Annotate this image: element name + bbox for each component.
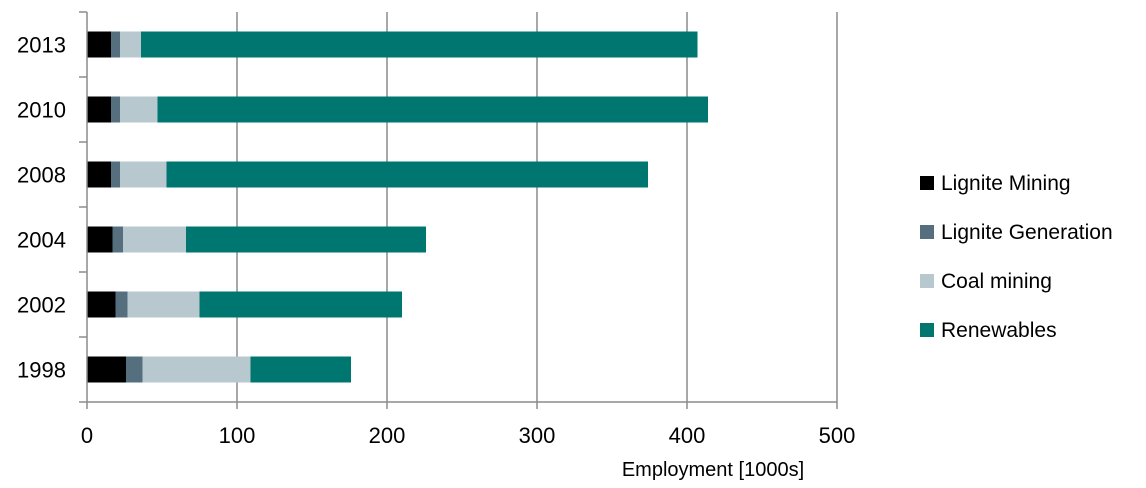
gridlines: [236, 12, 838, 402]
legend-swatch-lignite-mining: [920, 176, 934, 190]
x-axis-title: Employment [1000s]: [622, 459, 804, 481]
bar-2010-lignite-generation: [111, 96, 120, 123]
legend-swatch-renewables: [920, 323, 934, 337]
axes: [79, 11, 838, 409]
bar-1998-coal-mining: [142, 356, 251, 383]
bars: [87, 31, 708, 383]
bar-2004-coal-mining: [123, 226, 186, 253]
legend-label-coal-mining: Coal mining: [941, 270, 1052, 293]
bar-2002-coal-mining: [127, 291, 200, 318]
bar-2013-coal-mining: [120, 31, 141, 58]
y-tick-label-2013: 2013: [17, 33, 66, 58]
y-tick-label-2004: 2004: [17, 228, 66, 253]
legend: Lignite Mining Lignite Generation Coal min…: [920, 172, 1113, 342]
bar-2004-renewables: [186, 226, 426, 253]
bar-2010-coal-mining: [120, 96, 158, 123]
legend-label-lignite-generation: Lignite Generation: [941, 221, 1113, 244]
y-tick-label-2010: 2010: [17, 98, 66, 123]
x-tick-label-200: 200: [369, 423, 406, 448]
bar-2008-coal-mining: [120, 161, 167, 188]
bar-2004-lignite-generation: [112, 226, 123, 253]
bar-2008-lignite-generation: [111, 161, 120, 188]
bar-2010-renewables: [157, 96, 708, 123]
legend-label-renewables: Renewables: [941, 319, 1057, 342]
x-tick-labels: 0 100 200 300 400 500: [81, 423, 855, 448]
y-tick-label-2008: 2008: [17, 163, 66, 188]
x-tick-label-400: 400: [669, 423, 706, 448]
bar-2004-lignite-mining: [87, 226, 113, 253]
x-tick-label-500: 500: [819, 423, 856, 448]
x-tick-label-300: 300: [519, 423, 556, 448]
bar-1998-lignite-mining: [87, 356, 126, 383]
y-tick-labels: 2013 2010 2008 2004 2002 1998: [17, 33, 66, 383]
bar-1998-renewables: [250, 356, 351, 383]
bar-2008-lignite-mining: [87, 161, 111, 188]
bar-2013-renewables: [141, 31, 698, 58]
x-tick-label-0: 0: [81, 423, 93, 448]
y-tick-label-2002: 2002: [17, 293, 66, 318]
bar-2002-lignite-generation: [115, 291, 128, 318]
bar-2008-renewables: [166, 161, 648, 188]
bar-2010-lignite-mining: [87, 96, 111, 123]
bar-2013-lignite-mining: [87, 31, 111, 58]
bar-1998-lignite-generation: [126, 356, 143, 383]
bar-2002-lignite-mining: [87, 291, 116, 318]
x-tick-label-100: 100: [219, 423, 256, 448]
bar-2013-lignite-generation: [111, 31, 120, 58]
bar-2002-renewables: [199, 291, 402, 318]
y-tick-label-1998: 1998: [17, 358, 66, 383]
legend-label-lignite-mining: Lignite Mining: [941, 172, 1071, 195]
legend-swatch-lignite-generation: [920, 225, 934, 239]
legend-swatch-coal-mining: [920, 274, 934, 288]
